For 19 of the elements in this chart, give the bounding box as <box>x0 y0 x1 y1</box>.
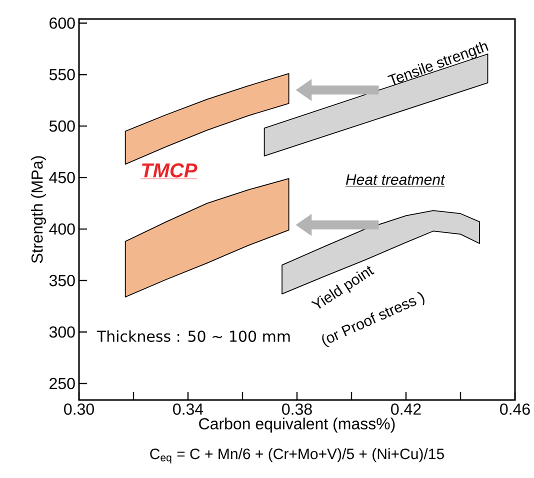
y-tick-label: 550 <box>49 68 75 80</box>
y-axis-title: Strength (MPa) <box>31 156 46 263</box>
y-tick-label: 250 <box>50 378 75 390</box>
y-tick-label: 450 <box>49 172 75 184</box>
y-tick-label: 600 <box>50 17 75 29</box>
annotation: Heat treatment <box>346 174 446 185</box>
y-tick-label: 500 <box>49 120 75 132</box>
y-tick-label: 300 <box>49 326 75 338</box>
annotation: Thickness : 50 ∼ 100 mm <box>96 330 290 342</box>
text: C$_{eq}$ = C + Mn/6 + (Cr+Mo+V)/5 + (Ni+Cu)/15 <box>150 448 444 464</box>
x-tick-label: 0.34 <box>173 404 204 415</box>
annotation: TMCP <box>142 163 198 178</box>
y-tick-label: 350 <box>49 274 75 286</box>
y-tick-label: 400 <box>49 223 75 235</box>
x-tick-label: 0.46 <box>500 404 530 415</box>
x-tick-label: 0.42 <box>391 404 421 415</box>
x-axis-title: Carbon equivalent (mass%) <box>199 418 395 433</box>
x-tick-label: 0.30 <box>64 404 94 415</box>
x-tick-label: 0.38 <box>282 404 312 415</box>
